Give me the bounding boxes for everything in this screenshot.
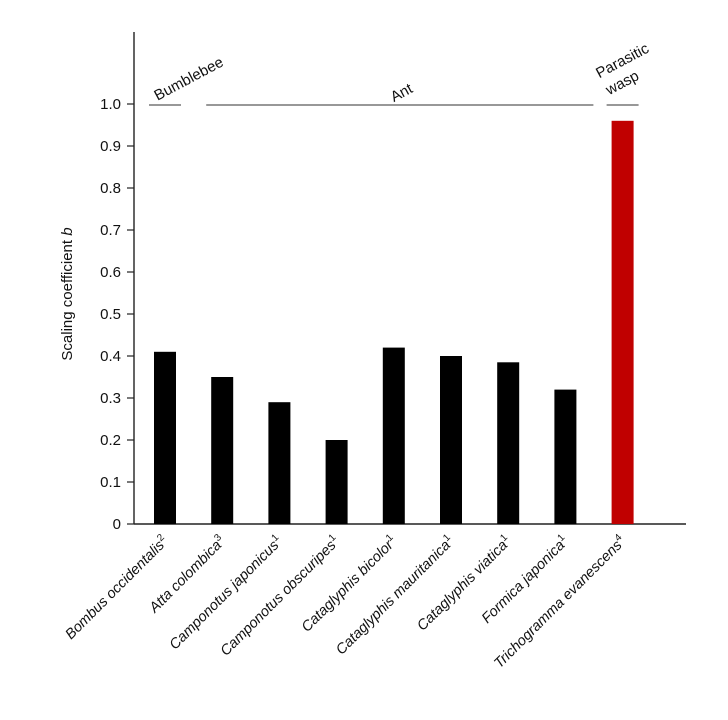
- y-tick-label: 1.0: [100, 96, 121, 113]
- bar-2: [211, 377, 234, 524]
- bar-6: [440, 356, 462, 524]
- group-label: Ant: [388, 80, 417, 106]
- y-tick-label: 0.8: [100, 180, 121, 197]
- y-tick-label: 0.7: [100, 222, 121, 239]
- x-tick-label: Camponotus japonicus1: [165, 532, 286, 653]
- y-tick-label: 0.5: [100, 306, 121, 323]
- y-tick-label: 0.6: [100, 264, 121, 281]
- x-tick-label: Cataglyphis mauritanica1: [332, 532, 458, 658]
- y-ticks: 0 0.1 0.2 0.3 0.4 0.5 0.6 0.7 0.8 0.9 1.0: [100, 96, 134, 533]
- x-tick-label: Cataglyphis bicolor1: [297, 532, 401, 636]
- y-tick-label: 0.9: [100, 138, 121, 155]
- bars: [154, 120, 634, 525]
- species-name: Camponotus obscuripes: [218, 537, 340, 659]
- bar-1: [154, 351, 176, 524]
- y-tick-label: 0.1: [100, 474, 121, 491]
- y-axis-label: Scaling coefficient b: [59, 227, 76, 360]
- bar-7: [497, 362, 520, 524]
- species-name: Bombus occidentalis: [63, 537, 168, 642]
- bar-5: [382, 347, 405, 524]
- y-tick-label: 0.3: [100, 390, 121, 407]
- group-label: Bumblebee: [151, 54, 226, 105]
- y-tick-label: 0.2: [100, 432, 121, 449]
- bar-4: [325, 440, 348, 524]
- bar-3: [268, 402, 291, 524]
- x-tick-label: Cataglyphis viatica1: [413, 532, 515, 634]
- y-axis-label-text: Scaling coefficient: [59, 236, 76, 361]
- bar-9: [611, 120, 634, 525]
- species-name: Cataglyphis mauritanica: [333, 537, 454, 658]
- y-tick-label: 0: [113, 516, 121, 533]
- y-tick-label: 0.4: [100, 348, 121, 365]
- species-name: Camponotus japonicus: [167, 537, 283, 653]
- y-axis-label-variable: b: [59, 227, 76, 235]
- bar-8: [554, 389, 577, 524]
- x-tick-label: Bombus occidentalis2: [61, 532, 172, 643]
